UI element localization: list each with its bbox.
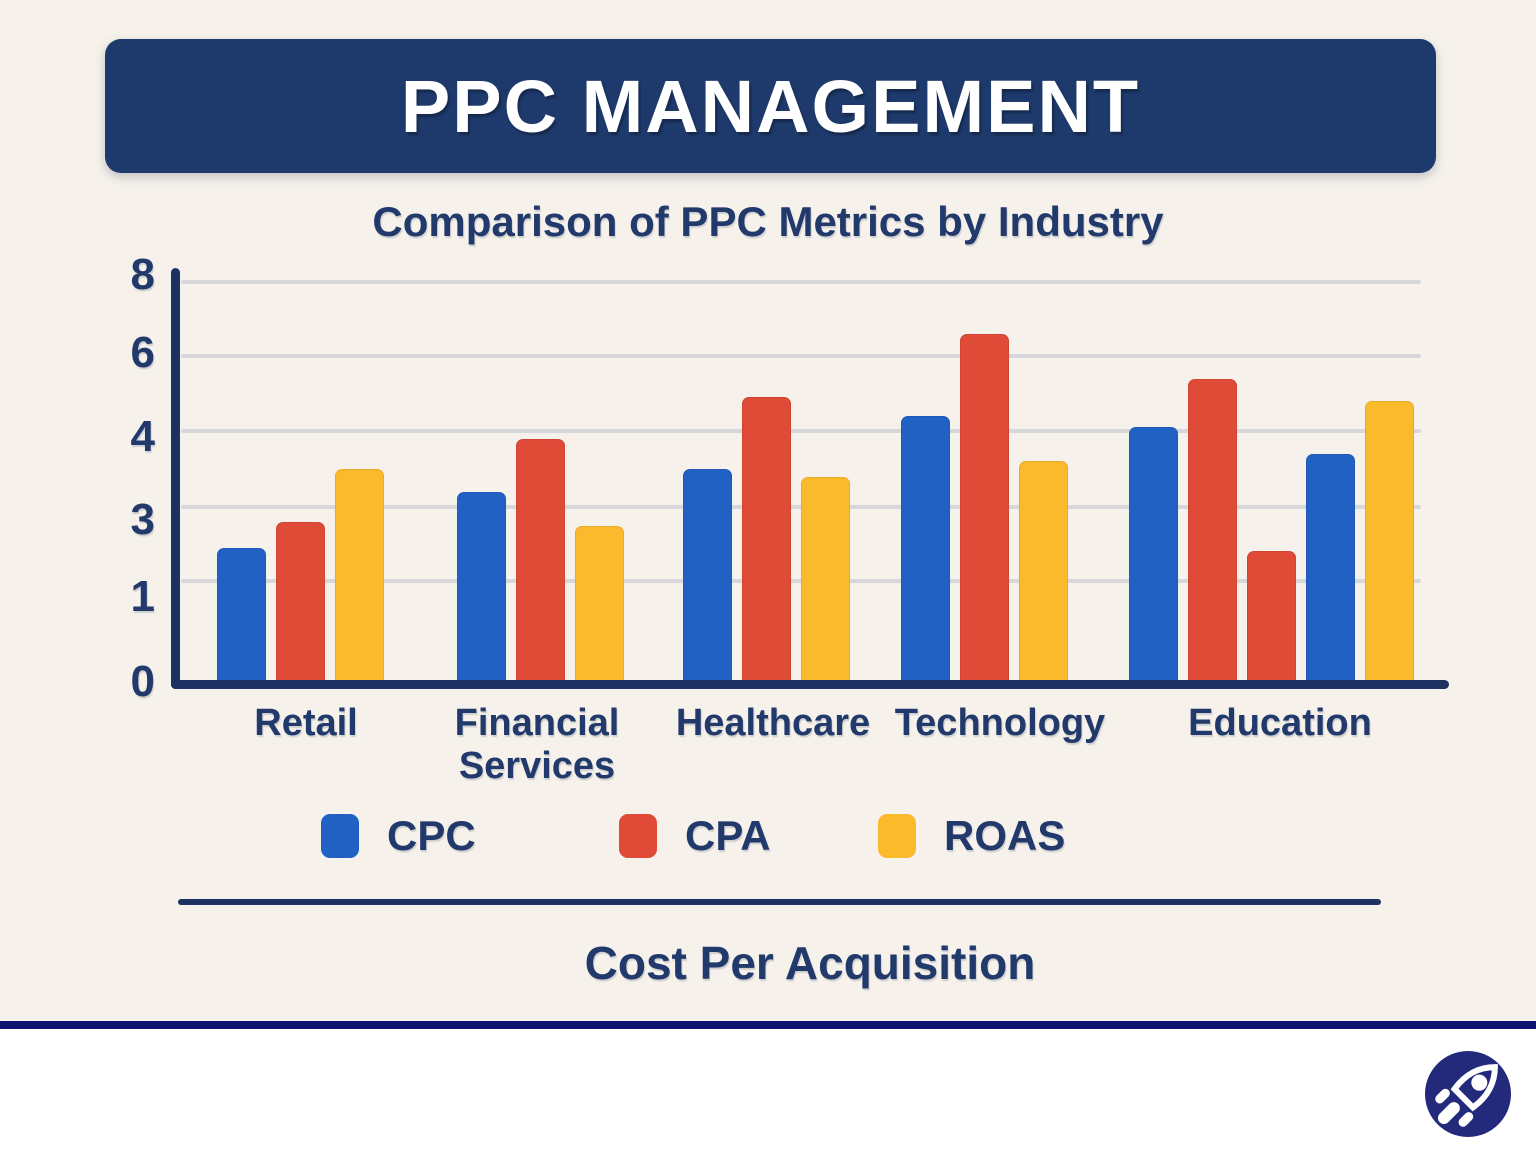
footer: Linear lineardesign.com — [0, 1029, 1536, 1154]
legend-swatch-roas — [878, 814, 916, 858]
bar-cpc-education — [1128, 427, 1178, 684]
title-banner: PPC MANAGEMENT — [105, 39, 1436, 173]
rocket-logo-icon — [1425, 1051, 1511, 1137]
x-label-healthcare: Healthcare — [675, 702, 871, 744]
legend-label-cpc: CPC — [387, 812, 476, 859]
bar-cpc-extra-education — [1305, 453, 1355, 684]
page-title: PPC MANAGEMENT — [400, 64, 1141, 148]
x-label-education: Education — [1188, 702, 1372, 744]
bar-roas-healthcare — [800, 476, 850, 684]
separator-line — [178, 899, 1381, 905]
bar-cpa-technology — [959, 333, 1009, 684]
bar-cpc-technology — [900, 416, 950, 684]
y-tick-label-3: 3 — [130, 495, 155, 544]
gridline-8 — [181, 280, 1421, 284]
bar-roas-technology — [1018, 461, 1068, 684]
y-tick-label-8: 8 — [130, 250, 155, 299]
x-label-financial-services: Financial Services — [454, 702, 620, 787]
gridline-4 — [181, 429, 1421, 433]
y-tick-label-0: 0 — [130, 657, 155, 706]
chart-subtitle: Comparison of PPC Metrics by Industry — [372, 198, 1164, 245]
y-tick-label-1: 1 — [130, 572, 155, 621]
y-tick-label-4: 4 — [130, 412, 155, 461]
bar-cpa-extra-education — [1246, 551, 1296, 684]
bar-cpa-education — [1187, 378, 1237, 684]
legend-swatch-cpa — [619, 814, 657, 858]
y-tick-label-6: 6 — [130, 328, 155, 377]
bar-cpa-retail — [275, 521, 325, 684]
bar-cpa-financial-services — [515, 438, 565, 684]
legend-item-roas: ROAS — [878, 812, 1065, 860]
legend-swatch-cpc — [321, 814, 359, 858]
bar-cpa-healthcare — [741, 397, 791, 684]
section-title: Cost Per Acquisition — [584, 937, 1036, 989]
bar-roas-financial-services — [574, 525, 624, 684]
legend-item-cpa: CPA — [619, 812, 771, 860]
gridline-6 — [181, 354, 1421, 358]
footer-divider — [0, 1021, 1536, 1029]
bar-roas-retail — [334, 469, 384, 684]
legend-label-roas: ROAS — [944, 812, 1066, 859]
y-axis-line — [171, 268, 180, 689]
x-label-retail: Retail — [254, 702, 358, 744]
legend-item-cpc: CPC — [321, 812, 476, 860]
legend-label-cpa: CPA — [685, 812, 771, 859]
x-axis-line — [171, 680, 1449, 689]
bar-cpc-retail — [216, 547, 266, 684]
x-label-technology: Technology — [894, 702, 1106, 744]
bar-roas-education — [1364, 401, 1414, 684]
bar-cpc-financial-services — [456, 491, 506, 684]
bar-cpc-healthcare — [682, 469, 732, 684]
